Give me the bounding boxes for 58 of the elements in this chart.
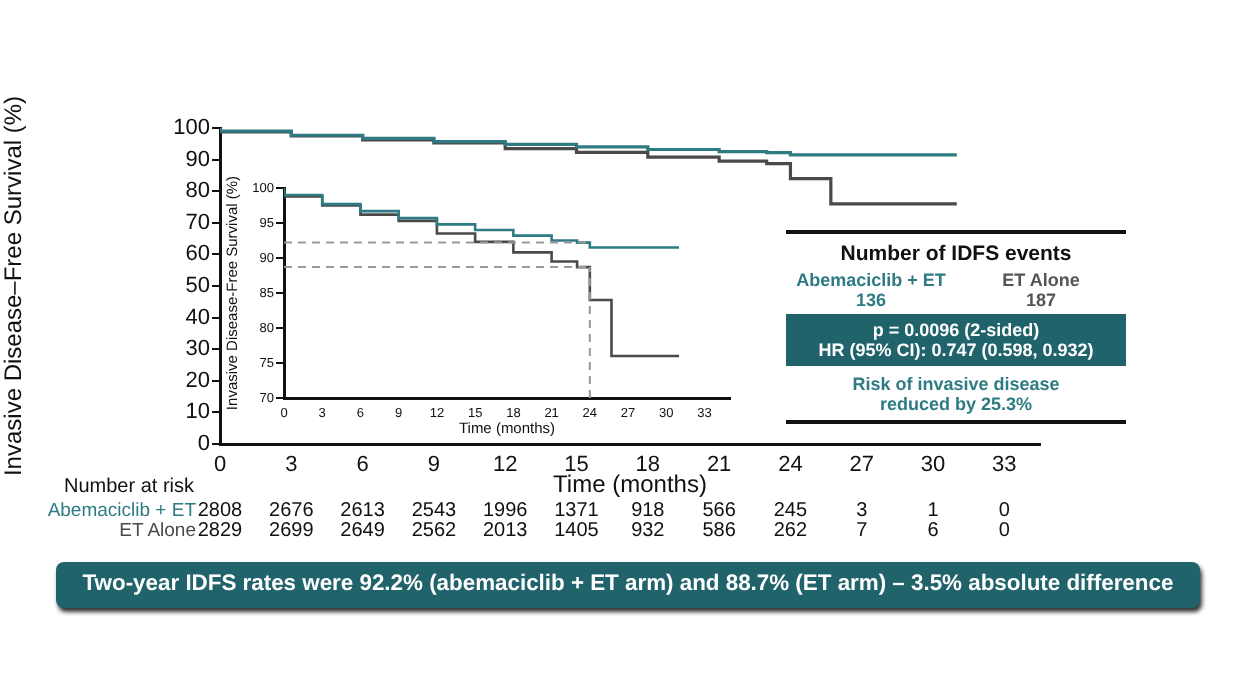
text: 918	[629, 500, 667, 522]
y-tick-label: 0	[197, 432, 210, 457]
annotation: Risk of invasive disease reduced by 25.3%	[850, 374, 1062, 414]
x-tick-label: 33	[992, 453, 1017, 478]
text: 2013	[480, 520, 530, 542]
x-tick-label: 30	[920, 453, 946, 478]
text: ET Alone	[119, 520, 196, 542]
text: 566	[700, 500, 738, 522]
y-axis-title: Invasive Disease–Free Survival (%)	[0, 95, 28, 477]
text: 2829	[197, 520, 243, 542]
y-tick-label: 100	[173, 116, 210, 141]
x-tick-label: 27	[849, 453, 874, 478]
x-tick-label: 21	[706, 453, 732, 478]
x-tick-label: 12	[492, 453, 518, 478]
text: 2613	[338, 500, 387, 522]
text: 2699	[267, 520, 316, 542]
text: 0	[996, 520, 1012, 542]
y-tick-label: 70	[185, 210, 210, 235]
y-tick-label: 10	[185, 400, 210, 425]
text: 1405	[552, 520, 601, 542]
text: 2562	[409, 520, 459, 542]
x-tick-label: 3	[285, 453, 298, 478]
y-tick-label: 80	[185, 179, 210, 204]
annotation: HR (95% CI): 0.747 (0.598, 0.932)	[816, 340, 1096, 360]
text: 6	[925, 520, 941, 542]
text: 2676	[267, 500, 316, 522]
annotation: 187	[1023, 290, 1059, 310]
y-tick-label: 30	[185, 337, 210, 362]
text: 586	[700, 520, 738, 542]
y-tick-label: 20	[185, 368, 210, 393]
text: 262	[771, 520, 810, 542]
text: Abemaciclib + ET	[47, 500, 196, 522]
text: 1996	[480, 500, 530, 522]
text: Number at risk	[64, 476, 195, 498]
text: 245	[771, 500, 810, 522]
text: 2808	[197, 500, 243, 522]
x-tick-label: 9	[427, 453, 441, 478]
text: 932	[629, 520, 667, 542]
text: 3	[854, 500, 870, 522]
y-tick-label: 90	[185, 147, 210, 172]
annotation: ET Alone	[1000, 270, 1082, 290]
text: 2649	[338, 520, 387, 542]
annotation: p = 0.0096 (2-sided)	[870, 320, 1042, 340]
x-tick-label: 6	[356, 453, 369, 478]
x-tick-label: 24	[778, 453, 803, 478]
annotation: Abemaciclib + ET	[794, 270, 948, 290]
text: 0	[996, 500, 1012, 522]
x-tick-label: 0	[213, 453, 227, 478]
text: 2543	[409, 500, 459, 522]
text: 7	[854, 520, 870, 542]
annotation: Number of IDFS events	[838, 242, 1074, 266]
annotation: 136	[853, 290, 889, 310]
text: 1	[925, 500, 941, 522]
y-tick-label: 50	[185, 274, 210, 299]
text: 1371	[552, 500, 601, 522]
y-tick-label: 40	[185, 305, 210, 330]
y-tick-label: 60	[185, 242, 210, 267]
summary-banner: Two-year IDFS rates were 92.2% (abemaciclib + ET arm) and 88.7% (ET arm) – 3.5% absolute difference	[56, 562, 1200, 608]
